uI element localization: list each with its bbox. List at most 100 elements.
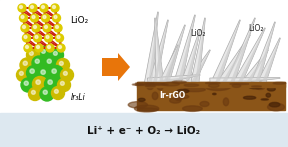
Circle shape [56, 25, 58, 29]
Ellipse shape [269, 102, 280, 107]
Polygon shape [24, 27, 29, 34]
Circle shape [58, 46, 62, 49]
Polygon shape [23, 17, 28, 24]
Circle shape [16, 69, 29, 81]
Bar [0, 113, 288, 147]
Polygon shape [21, 7, 26, 14]
Polygon shape [238, 28, 265, 84]
Polygon shape [35, 28, 39, 38]
Ellipse shape [138, 108, 158, 111]
Circle shape [44, 56, 58, 70]
Ellipse shape [245, 83, 257, 85]
Polygon shape [28, 32, 38, 39]
Circle shape [60, 69, 73, 81]
Polygon shape [23, 17, 37, 29]
Polygon shape [262, 38, 281, 83]
Polygon shape [144, 12, 158, 86]
Circle shape [46, 35, 49, 39]
Polygon shape [37, 22, 48, 29]
Polygon shape [48, 37, 60, 39]
Circle shape [41, 49, 45, 53]
Circle shape [22, 25, 26, 29]
Circle shape [52, 69, 56, 73]
Bar [130, 0, 288, 113]
Circle shape [58, 78, 71, 91]
Polygon shape [226, 18, 255, 84]
Circle shape [40, 4, 48, 12]
Polygon shape [43, 7, 48, 14]
Text: Ir₃Li: Ir₃Li [71, 92, 86, 101]
Polygon shape [39, 47, 50, 49]
Polygon shape [57, 28, 61, 38]
Circle shape [21, 24, 29, 32]
Polygon shape [35, 27, 49, 39]
Circle shape [57, 44, 65, 52]
Circle shape [35, 44, 43, 52]
Ellipse shape [138, 98, 145, 101]
Polygon shape [48, 22, 58, 29]
Circle shape [20, 58, 34, 72]
Polygon shape [39, 32, 49, 39]
Polygon shape [24, 28, 28, 38]
Circle shape [32, 15, 35, 19]
Polygon shape [45, 17, 50, 24]
Polygon shape [43, 8, 47, 18]
Circle shape [39, 46, 52, 60]
Circle shape [22, 34, 31, 42]
Circle shape [19, 71, 23, 75]
Polygon shape [162, 45, 178, 86]
Ellipse shape [149, 84, 168, 85]
Polygon shape [47, 12, 57, 19]
Circle shape [54, 51, 57, 55]
Polygon shape [21, 8, 25, 18]
Polygon shape [245, 50, 268, 86]
Ellipse shape [232, 84, 241, 87]
Polygon shape [33, 18, 37, 28]
Polygon shape [29, 42, 39, 49]
Circle shape [31, 90, 35, 94]
Circle shape [41, 5, 45, 9]
Circle shape [54, 89, 58, 93]
Polygon shape [148, 12, 158, 86]
Bar [137, 82, 285, 110]
Polygon shape [190, 50, 210, 86]
Polygon shape [148, 20, 168, 87]
Ellipse shape [147, 86, 153, 90]
Ellipse shape [256, 86, 264, 90]
Circle shape [33, 76, 48, 91]
Ellipse shape [216, 82, 233, 85]
Circle shape [46, 44, 54, 52]
Ellipse shape [157, 83, 163, 90]
Polygon shape [26, 37, 37, 39]
Ellipse shape [135, 84, 151, 85]
Circle shape [24, 35, 27, 39]
Ellipse shape [223, 98, 229, 106]
Circle shape [43, 24, 51, 32]
Polygon shape [50, 47, 61, 49]
Polygon shape [24, 17, 35, 19]
Polygon shape [230, 18, 255, 84]
Polygon shape [152, 20, 168, 87]
Polygon shape [26, 37, 31, 44]
Polygon shape [47, 27, 58, 29]
Ellipse shape [128, 102, 147, 108]
Circle shape [63, 71, 67, 75]
Circle shape [37, 46, 39, 49]
Ellipse shape [266, 93, 270, 97]
Polygon shape [185, 30, 200, 84]
Polygon shape [211, 20, 240, 85]
Ellipse shape [173, 82, 192, 87]
Ellipse shape [177, 89, 189, 93]
Text: LiO₂: LiO₂ [248, 24, 264, 32]
Polygon shape [22, 7, 33, 9]
Polygon shape [35, 27, 40, 34]
Ellipse shape [249, 86, 263, 89]
Ellipse shape [184, 84, 199, 86]
Polygon shape [46, 28, 50, 38]
Polygon shape [25, 38, 29, 48]
Ellipse shape [267, 87, 275, 91]
Polygon shape [25, 12, 35, 19]
Polygon shape [47, 27, 60, 39]
Circle shape [48, 80, 52, 84]
Polygon shape [174, 15, 195, 83]
